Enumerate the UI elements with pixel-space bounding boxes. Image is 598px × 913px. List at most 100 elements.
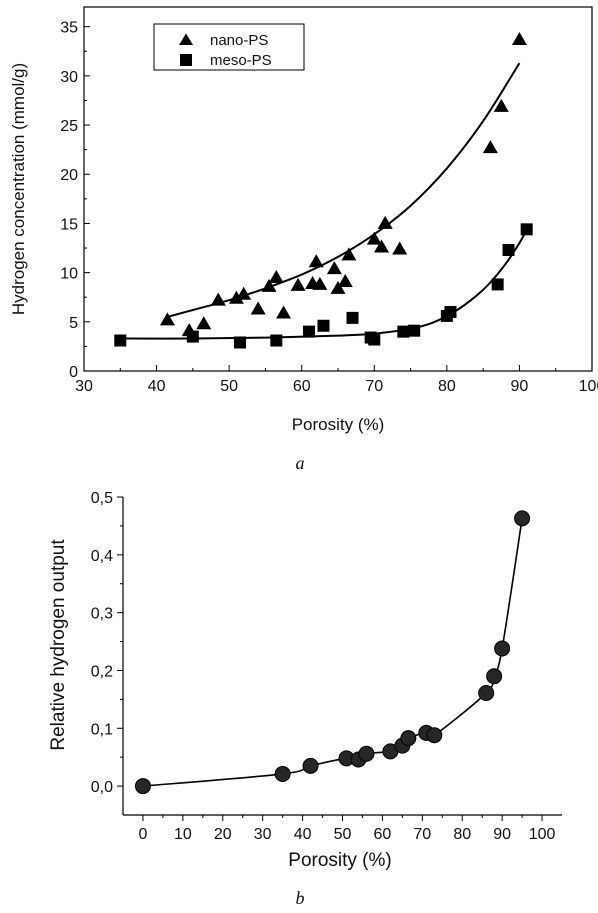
b-y-tick-label: 0,2 — [91, 663, 113, 680]
panel-b-trend-line — [142, 518, 523, 787]
b-x-tick-label: 100 — [529, 826, 556, 843]
a-y-tick-label: 10 — [60, 266, 78, 283]
b-x-tick-label: 80 — [453, 826, 471, 843]
a-y-tick-label: 25 — [60, 118, 78, 135]
relative-output-point — [400, 730, 417, 747]
b-y-tick-label: 0,1 — [91, 721, 113, 738]
relative-output-point — [494, 640, 511, 657]
a-x-tick-label: 50 — [220, 378, 238, 395]
legend-marker-nano-ps — [179, 33, 193, 45]
relative-output-point — [426, 727, 443, 744]
relative-output-point — [478, 685, 495, 702]
panel-a-ticks: 30 40 50 60 70 80 90 100 0 5 10 15 20 25 30 35 — [60, 20, 598, 395]
panel-b-ticks: 0 10 20 30 40 50 60 70 80 90 100 0,0 0,1 0,2 0,3 0,4 0,5 — [91, 490, 556, 843]
nano-ps-point — [482, 140, 498, 154]
b-x-tick-label: 90 — [493, 826, 511, 843]
nano-ps-point — [330, 280, 346, 294]
a-y-tick-label: 20 — [60, 167, 78, 184]
legend-marker-meso-ps — [180, 54, 192, 66]
panel-b-y-axis-label: Relative hydrogen output — [48, 539, 69, 751]
a-x-tick-label: 30 — [75, 378, 93, 395]
a-x-tick-label: 90 — [511, 378, 529, 395]
meso-ps-point — [408, 324, 421, 337]
nano-ps-point — [337, 273, 353, 287]
meso-ps-point — [491, 278, 504, 291]
b-x-tick-label: 10 — [174, 826, 192, 843]
nano-ps-point — [210, 292, 226, 306]
a-y-tick-label: 0 — [69, 364, 78, 381]
a-y-tick-label: 35 — [60, 20, 78, 37]
relative-output-point — [514, 510, 531, 527]
nano-ps-point — [392, 241, 408, 255]
nano-ps-point — [250, 301, 266, 315]
nano-ps-point — [228, 290, 244, 304]
relative-output-point — [302, 757, 319, 774]
nano-ps-point — [341, 247, 357, 261]
b-y-tick-label: 0,0 — [91, 779, 113, 796]
b-x-tick-label: 60 — [374, 826, 392, 843]
meso-ps-point — [114, 334, 127, 347]
a-y-tick-label: 5 — [69, 315, 78, 332]
nano-ps-point — [374, 239, 390, 253]
b-x-tick-label: 0 — [139, 826, 148, 843]
meso-ps-point — [397, 325, 410, 338]
panel-b-data-points — [134, 510, 531, 795]
nano-ps-point — [261, 278, 277, 292]
nano-ps-point — [377, 215, 393, 229]
legend: nano-PS meso-PS — [153, 23, 305, 71]
a-x-tick-label: 60 — [293, 378, 311, 395]
a-x-tick-label: 100 — [579, 378, 598, 395]
nano-ps-point — [159, 312, 175, 326]
legend-label-nano-ps: nano-PS — [210, 32, 268, 49]
b-x-tick-label: 30 — [254, 826, 272, 843]
nano-ps-point — [276, 305, 292, 319]
meso-ps-point — [346, 311, 359, 324]
panel-b-label: b — [296, 888, 305, 908]
relative-output-point — [134, 778, 151, 795]
b-y-tick-label: 0,5 — [91, 490, 113, 507]
a-x-tick-label: 70 — [365, 378, 383, 395]
relative-output-point — [274, 765, 291, 782]
nano-ps-point — [312, 276, 328, 290]
panel-b-chart: 0 10 20 30 40 50 60 70 80 90 100 0,0 0,1 0,2 0,3 0,4 0,5… — [48, 490, 562, 908]
b-x-tick-label: 40 — [294, 826, 312, 843]
relative-output-point — [358, 745, 375, 762]
nano-ps-point — [493, 98, 509, 112]
nano-ps-point — [268, 270, 284, 284]
b-x-tick-label: 20 — [214, 826, 232, 843]
meso-ps-point — [444, 305, 457, 318]
b-x-tick-label: 70 — [413, 826, 431, 843]
legend-box — [153, 23, 305, 71]
b-y-tick-label: 0,3 — [91, 606, 113, 623]
meso-ps-point — [368, 333, 381, 346]
nano-ps-point — [308, 254, 324, 268]
nano-ps-point — [290, 277, 306, 291]
nano-ps-point — [326, 261, 342, 275]
b-y-tick-label: 0,4 — [91, 548, 113, 565]
legend-label-meso-ps: meso-PS — [210, 52, 272, 69]
panel-a-fit-curves — [120, 62, 528, 340]
meso-ps-point — [502, 243, 515, 256]
meso-ps-point — [302, 325, 315, 338]
meso-ps-point — [520, 223, 533, 236]
a-y-tick-label: 30 — [60, 69, 78, 86]
meso-ps-point — [317, 319, 330, 332]
relative-output-line — [142, 518, 523, 787]
b-x-tick-label: 50 — [334, 826, 352, 843]
meso-ps-point — [270, 334, 283, 347]
a-x-tick-label: 40 — [148, 378, 166, 395]
relative-output-point — [486, 668, 503, 685]
a-y-tick-label: 15 — [60, 216, 78, 233]
panel-a-label: a — [296, 453, 305, 473]
nano-ps-point — [366, 231, 382, 245]
nano-ps-point — [196, 316, 212, 330]
meso-ps-point — [234, 336, 247, 349]
nano-ps-point — [236, 286, 252, 300]
panel-a-chart: 30 40 50 60 70 80 90 100 0 5 10 15 20 25 30 35 nano-PS … — [9, 6, 598, 473]
meso-ps-point — [186, 330, 199, 343]
a-x-tick-label: 80 — [438, 378, 456, 395]
panel-a-data-points — [114, 31, 533, 349]
meso-ps-fit-curve — [120, 228, 528, 340]
panel-a-x-axis-label: Porosity (%) — [292, 415, 385, 434]
